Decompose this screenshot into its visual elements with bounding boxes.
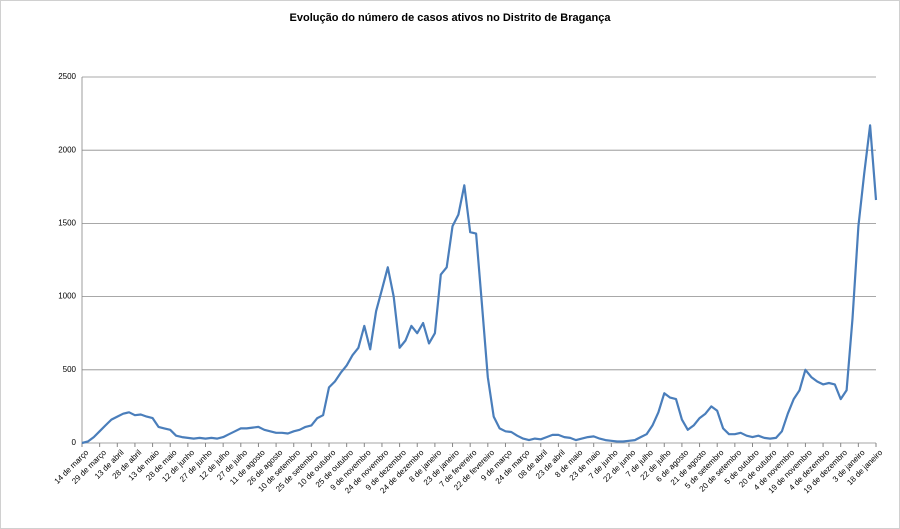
y-tick-label: 1500 (58, 219, 76, 228)
y-tick-label: 0 (72, 438, 77, 447)
y-tick-label: 1000 (58, 292, 76, 301)
y-tick-label: 2500 (58, 72, 76, 81)
chart-title: Evolução do número de casos ativos no Di… (290, 12, 612, 24)
y-tick-label: 500 (63, 365, 77, 374)
y-tick-label: 2000 (58, 145, 76, 154)
data-line (81, 124, 878, 445)
